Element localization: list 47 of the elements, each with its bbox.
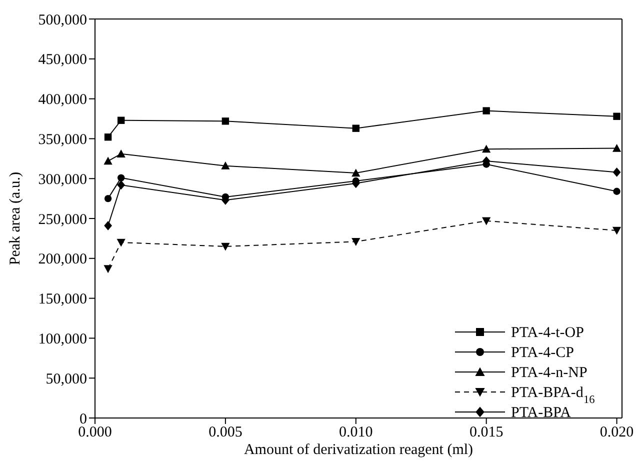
point — [104, 194, 112, 202]
point — [612, 168, 621, 177]
point — [104, 221, 112, 230]
x-axis-title: Amount of derivatization reagent (ml) — [244, 442, 474, 458]
x-tick-label: 0.005 — [208, 424, 242, 441]
point — [613, 112, 620, 120]
y-tick-label: 50,000 — [46, 371, 87, 388]
y-tick-label: 300,000 — [38, 172, 87, 188]
legend-label: PTA-4-CP — [511, 345, 574, 361]
y-tick-label: 400,000 — [38, 92, 87, 108]
y-tick-label: 250,000 — [38, 212, 87, 228]
y-tick-label: 450,000 — [38, 52, 87, 68]
point — [104, 156, 112, 165]
point — [482, 107, 490, 114]
legend-label: PTA-4-t-OP — [511, 325, 584, 341]
point — [612, 226, 622, 235]
point — [352, 124, 360, 132]
x-tick-label: 0.020 — [600, 424, 634, 441]
y-axis-title: Peak area (a.u.) — [7, 172, 24, 266]
y-tick-label: 200,000 — [38, 252, 87, 268]
point — [222, 118, 230, 125]
point — [116, 238, 126, 247]
y-tick-label: 100,000 — [38, 332, 87, 348]
legend-label: PTA-BPA-d$_{16}$ — [511, 385, 596, 406]
point — [613, 188, 620, 195]
point — [352, 168, 360, 177]
legend-label: PTA-4-n-NP — [511, 365, 588, 381]
legend-label: PTA-BPA — [511, 405, 572, 421]
x-tick-label: 0.010 — [339, 424, 373, 441]
y-tick-label: 0 — [80, 411, 87, 428]
point — [482, 217, 491, 226]
point — [117, 116, 125, 124]
y-tick-label: 150,000 — [38, 292, 87, 308]
point — [221, 162, 230, 170]
point — [104, 134, 112, 141]
point — [117, 174, 125, 182]
point — [221, 242, 230, 251]
point — [612, 144, 622, 152]
point — [352, 238, 360, 246]
point — [117, 180, 126, 190]
point — [116, 150, 126, 158]
y-tick-label: 350,000 — [38, 132, 87, 148]
y-tick-label: 500,000 — [38, 12, 87, 28]
x-tick-label: 0.015 — [469, 424, 504, 441]
point — [104, 265, 112, 274]
point — [482, 144, 491, 153]
x-tick-label: 0.000 — [78, 424, 112, 441]
